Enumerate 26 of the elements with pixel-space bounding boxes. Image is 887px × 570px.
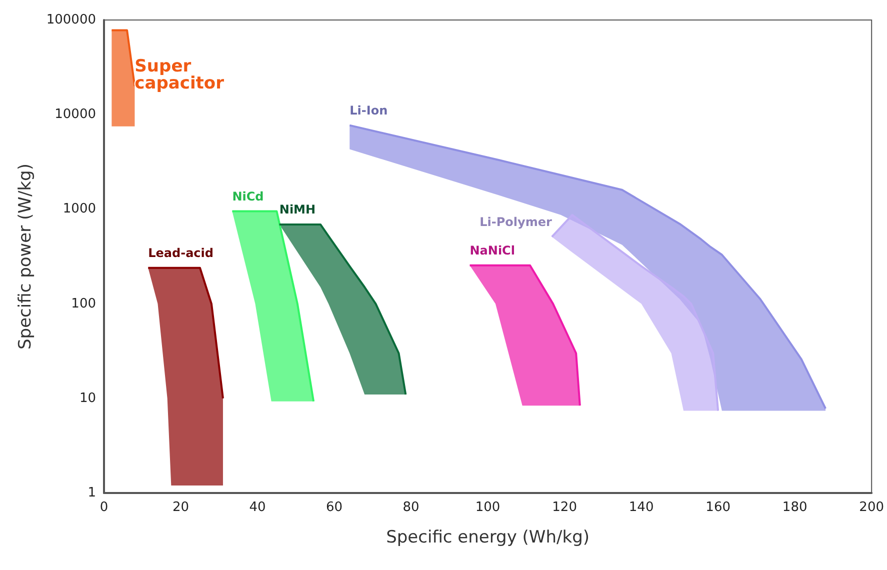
x-tick-label: 60 xyxy=(326,500,343,515)
x-axis-title: Specific energy (Wh/kg) xyxy=(386,528,590,548)
x-tick-label: 0 xyxy=(100,500,108,515)
x-tick-label: 160 xyxy=(706,500,730,515)
y-tick-label: 100 xyxy=(71,296,96,312)
series-label: Li-Ion xyxy=(350,103,388,118)
y-tick-label: 100000 xyxy=(46,12,96,28)
series-label: NaNiCl xyxy=(470,243,515,258)
series-label: NiCd xyxy=(232,189,264,204)
series-label: Super capacitor xyxy=(134,56,225,94)
series-label: NiMH xyxy=(279,202,316,216)
x-tick-label: 20 xyxy=(172,500,190,515)
x-tick-label: 100 xyxy=(475,500,500,515)
series-label: Lead-acid xyxy=(148,246,214,260)
y-axis-title: Specific power (W/kg) xyxy=(16,164,36,350)
x-tick-label: 180 xyxy=(782,500,808,515)
x-tick-label: 40 xyxy=(249,500,266,515)
y-tick-label: 1 xyxy=(88,486,96,500)
y-tick-label: 10 xyxy=(79,390,96,406)
y-tick-label: 1000 xyxy=(62,202,96,217)
series-label: Li-Polymer xyxy=(480,214,552,229)
y-tick-label: 10000 xyxy=(54,107,96,122)
x-tick-label: 120 xyxy=(552,500,577,515)
x-tick-label: 80 xyxy=(402,500,420,515)
x-tick-label: 200 xyxy=(859,500,884,515)
x-tick-label: 140 xyxy=(628,500,654,515)
